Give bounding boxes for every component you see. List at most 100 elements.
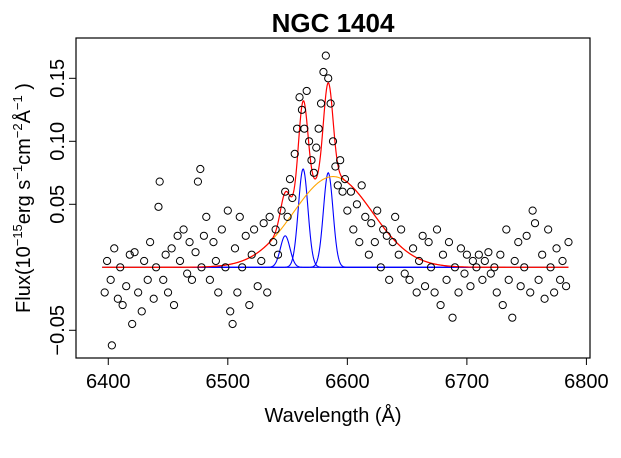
data-point (187, 275, 197, 284)
x-tick-label: 6700 (445, 371, 490, 393)
data-point (102, 256, 112, 266)
data-point (357, 181, 366, 190)
x-tick-label: 6400 (86, 371, 131, 393)
data-point (228, 319, 237, 329)
data-point (309, 168, 318, 177)
y-tick-label: 0.05 (47, 185, 69, 224)
data-point (556, 275, 565, 284)
data-point (106, 275, 115, 284)
data-point (424, 237, 433, 247)
data-point (331, 162, 340, 171)
data-point (314, 124, 323, 133)
x-tick-label: 6800 (564, 371, 609, 393)
data-point (223, 206, 232, 215)
data-point (107, 341, 116, 350)
data-point (241, 231, 250, 240)
data-point (397, 225, 406, 234)
y-label-superscript: −2 (10, 123, 25, 138)
y-label-text: Flux(10 (13, 246, 35, 313)
data-point (400, 269, 409, 278)
data-point (263, 288, 272, 297)
data-point (116, 263, 125, 272)
data-point (304, 137, 314, 146)
data-point (302, 86, 311, 96)
data-point (161, 250, 170, 259)
data-point (211, 256, 220, 266)
data-point (281, 187, 290, 196)
data-point (444, 237, 454, 247)
data-point (297, 105, 307, 114)
data-point (333, 181, 342, 190)
data-point (530, 219, 540, 228)
y-label-superscript: −1 (10, 95, 25, 110)
data-point (492, 288, 501, 297)
data-point (394, 250, 403, 259)
data-point (561, 282, 571, 291)
data-point (520, 263, 529, 272)
data-point (355, 237, 364, 247)
y-label-text: Å (12, 109, 35, 123)
data-point (343, 206, 352, 215)
data-point (498, 300, 507, 310)
data-point (490, 263, 499, 272)
data-point (155, 177, 164, 186)
data-point (558, 256, 567, 266)
data-point (307, 156, 316, 165)
data-point (146, 237, 155, 247)
data-point (271, 225, 280, 234)
y-tick-label: −0.05 (47, 305, 69, 356)
data-point (528, 206, 537, 215)
plot-frame (75, 37, 591, 359)
data-point (226, 307, 235, 316)
chart-title: NGC 1404 (272, 8, 395, 38)
data-point (169, 300, 179, 310)
data-point (408, 244, 418, 253)
data-point (420, 282, 430, 291)
data-point (283, 212, 292, 221)
data-point (134, 288, 143, 297)
data-point (379, 225, 388, 234)
data-point (193, 177, 203, 186)
data-point (265, 212, 274, 221)
data-point (450, 263, 460, 272)
data-point (514, 237, 523, 247)
data-point (253, 282, 262, 291)
data-point (426, 263, 436, 272)
data-point (179, 225, 188, 234)
data-point (454, 288, 463, 297)
data-point (273, 250, 283, 259)
data-point (382, 231, 391, 240)
data-point (460, 269, 469, 278)
data-point (552, 244, 561, 253)
data-point (140, 256, 149, 266)
data-point (534, 275, 543, 284)
data-point (522, 231, 531, 240)
data-point (326, 99, 335, 108)
data-point (197, 263, 206, 272)
data-point (118, 300, 127, 310)
data-point (235, 212, 244, 221)
data-point (388, 237, 397, 247)
data-point (159, 275, 168, 284)
data-point (510, 256, 519, 266)
data-point (128, 319, 137, 329)
data-point (474, 250, 483, 259)
data-point (277, 206, 286, 215)
data-point (290, 149, 299, 159)
data-point (436, 300, 445, 310)
data-point (480, 256, 489, 266)
data-point (300, 124, 309, 133)
data-point (502, 225, 511, 234)
data-point (149, 294, 158, 303)
data-point (125, 250, 134, 259)
data-point (173, 231, 182, 240)
data-point (508, 313, 517, 322)
y-label-superscript: −1 (10, 165, 25, 180)
data-point (205, 275, 214, 284)
data-point (538, 250, 547, 259)
data-point (185, 237, 194, 247)
data-point (346, 187, 356, 196)
data-point (230, 244, 240, 253)
data-point (466, 282, 475, 291)
